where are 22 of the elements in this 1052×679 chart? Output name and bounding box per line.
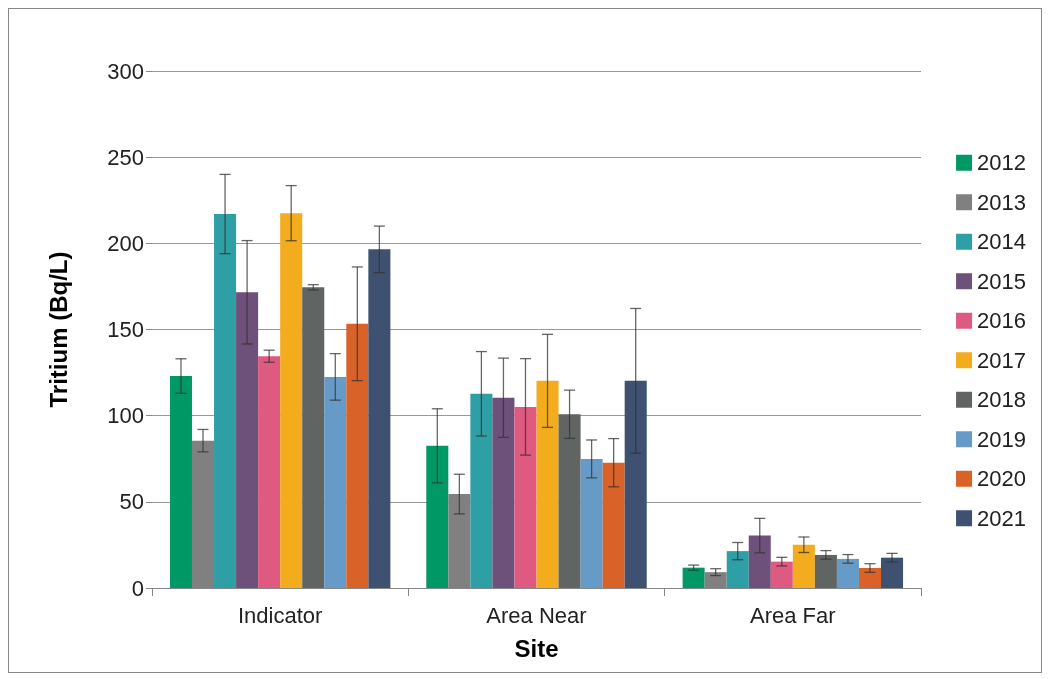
y-tick-label: 200 bbox=[107, 230, 144, 256]
x-axis-title: Site bbox=[514, 634, 559, 662]
legend-label: 2020 bbox=[977, 466, 1027, 492]
legend-label: 2013 bbox=[977, 189, 1027, 215]
legend-label: 2018 bbox=[977, 387, 1027, 413]
legend-label: 2021 bbox=[977, 505, 1027, 531]
y-tick-label: 300 bbox=[107, 58, 144, 84]
x-tick-label: Indicator bbox=[237, 602, 323, 628]
x-tick-label: Area Near bbox=[486, 602, 587, 628]
legend-label: 2019 bbox=[977, 426, 1027, 452]
y-tick-label: 0 bbox=[131, 575, 144, 601]
legend-label: 2014 bbox=[977, 229, 1027, 255]
y-axis-title: Tritium (Bq/L) bbox=[44, 251, 72, 408]
y-tick-label: 100 bbox=[107, 403, 144, 429]
legend-label: 2012 bbox=[977, 150, 1027, 176]
y-tick-label: 250 bbox=[107, 144, 144, 170]
legend-label: 2017 bbox=[977, 347, 1027, 373]
legend-label: 2016 bbox=[977, 308, 1027, 334]
y-tick-label: 150 bbox=[107, 317, 144, 342]
legend-label: 2015 bbox=[977, 268, 1027, 294]
y-tick-label: 50 bbox=[119, 489, 144, 515]
x-tick-label: Area Far bbox=[750, 602, 836, 628]
